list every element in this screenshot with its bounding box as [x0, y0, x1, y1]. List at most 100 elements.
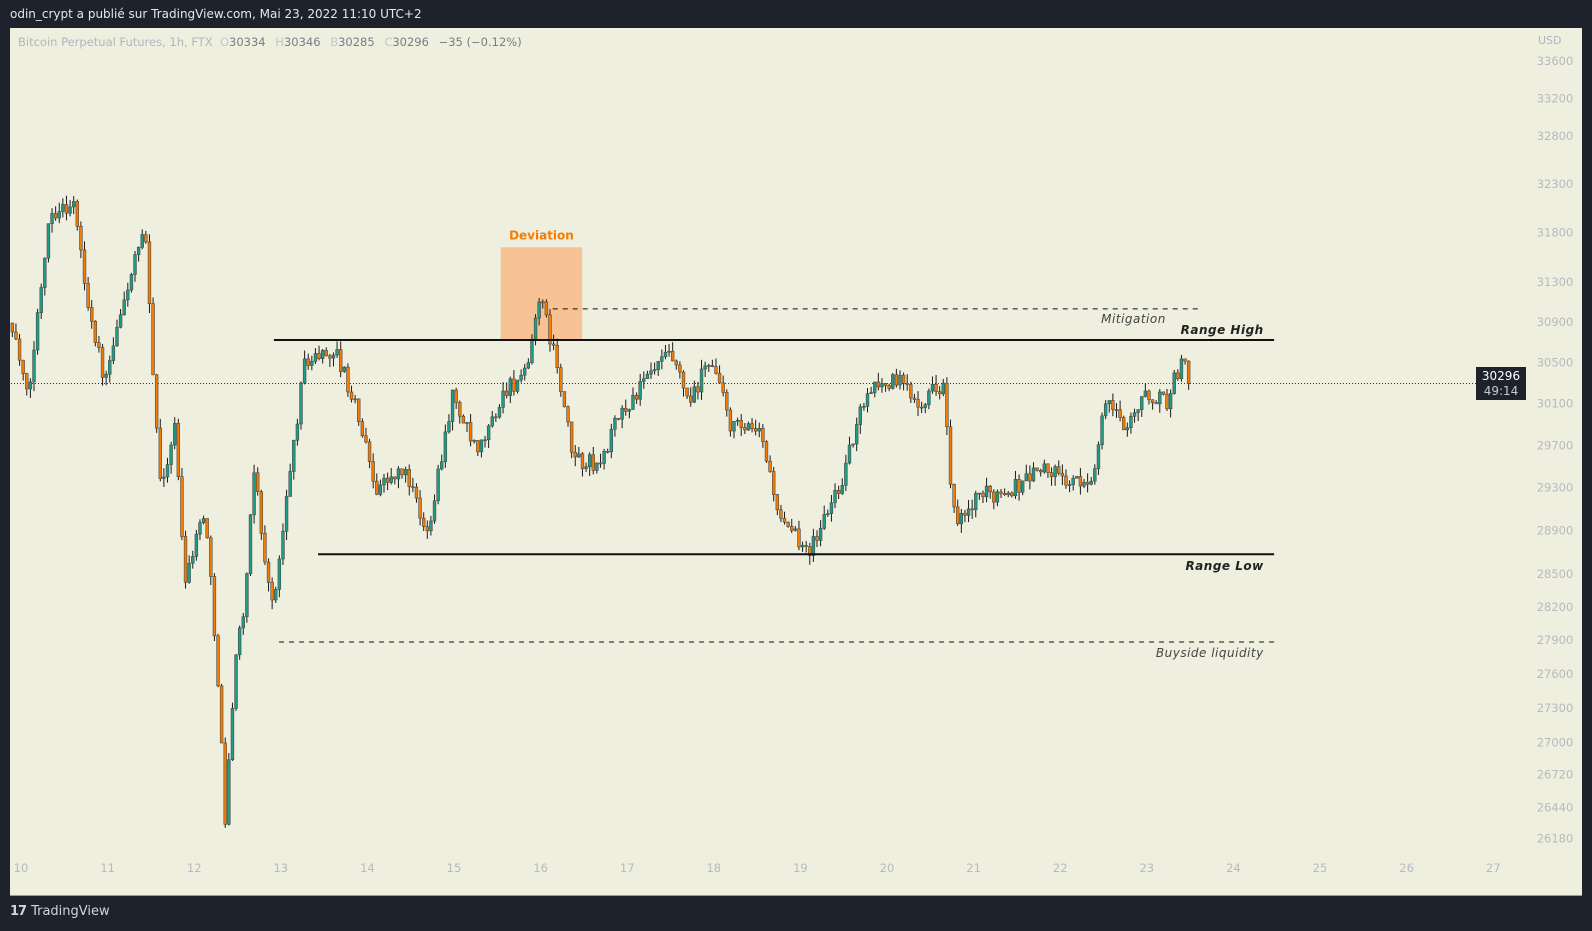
- candle-body-down: [317, 353, 321, 359]
- candle: [1154, 400, 1158, 405]
- candle: [1107, 400, 1111, 413]
- candle: [86, 277, 90, 311]
- candle-body-up: [140, 234, 144, 248]
- candle: [992, 489, 996, 510]
- candle: [187, 555, 191, 584]
- candle: [880, 378, 884, 393]
- candle: [403, 466, 408, 483]
- candle: [1064, 469, 1068, 489]
- candle-body-down: [219, 685, 224, 744]
- candle-body-up: [873, 381, 877, 393]
- candle-body-down: [1111, 400, 1115, 411]
- candle-body-down: [349, 391, 354, 400]
- candle: [584, 462, 588, 472]
- candle-body-down: [205, 518, 209, 539]
- candle: [1024, 464, 1028, 482]
- candle-body-down: [97, 342, 101, 348]
- candle-body-down: [14, 331, 18, 340]
- candle-body-down: [670, 350, 675, 362]
- candle-body-down: [364, 435, 368, 443]
- candle-body-down: [541, 301, 545, 304]
- candle: [815, 530, 819, 548]
- candle-body-down: [624, 407, 628, 412]
- candle-body-down: [176, 423, 181, 477]
- y-tick-label: 33600: [1537, 54, 1574, 68]
- candle-body-up: [508, 378, 512, 396]
- candle: [844, 454, 848, 491]
- candle: [295, 418, 300, 446]
- candle: [288, 463, 292, 497]
- candle: [375, 473, 379, 496]
- candle: [988, 484, 992, 499]
- candle-body-up: [862, 405, 866, 408]
- candle: [1067, 480, 1072, 493]
- candle-body-down: [371, 461, 375, 482]
- candle: [1176, 369, 1180, 381]
- candle: [259, 489, 264, 540]
- candle-body-up: [310, 361, 314, 366]
- candle-body-up: [595, 462, 599, 471]
- candle: [317, 345, 321, 361]
- candle: [223, 737, 227, 828]
- candle: [331, 352, 336, 367]
- y-tick-label: 30100: [1537, 397, 1574, 411]
- candle-body-up: [288, 471, 292, 497]
- candle-body-up: [68, 206, 72, 214]
- candle: [1103, 400, 1108, 420]
- candle: [660, 349, 664, 370]
- candle: [559, 363, 563, 397]
- y-tick-label: 28900: [1537, 523, 1574, 537]
- candle: [1078, 467, 1083, 495]
- candle-body-down: [681, 371, 686, 389]
- candle-body-down: [689, 395, 693, 403]
- candle-body-up: [660, 356, 664, 362]
- tradingview-branding[interactable]: 17 TradingView: [10, 904, 110, 919]
- candle: [959, 508, 964, 533]
- candle: [707, 363, 711, 372]
- candle: [974, 490, 978, 518]
- candle: [180, 467, 184, 541]
- candle-body-up: [1132, 412, 1137, 417]
- candle-body-up: [436, 468, 440, 502]
- candle-body-up: [631, 394, 635, 410]
- candle-body-up: [57, 211, 61, 219]
- candle-body-down: [937, 391, 942, 395]
- candle: [367, 438, 372, 469]
- candle: [126, 282, 130, 307]
- candle-body-up: [822, 514, 826, 529]
- candle: [645, 370, 650, 379]
- candle-body-up: [645, 373, 650, 379]
- candle-body-up: [440, 461, 444, 470]
- candle-body-up: [378, 484, 383, 495]
- candle-body-up: [1179, 358, 1184, 380]
- candle-body-down: [1122, 417, 1126, 431]
- candle-body-up: [966, 508, 971, 516]
- candle: [652, 362, 657, 375]
- candle-body-up: [50, 213, 54, 224]
- candle-body-down: [425, 526, 429, 532]
- candle-body-down: [209, 537, 213, 577]
- candle-body-down: [696, 386, 700, 393]
- candle-body-up: [1129, 416, 1133, 429]
- candle-body-down: [912, 397, 917, 400]
- candle: [324, 347, 328, 357]
- candle-body-up: [923, 404, 927, 408]
- candle: [212, 573, 217, 642]
- candle-body-up: [959, 512, 964, 525]
- candle-body-up: [865, 393, 870, 407]
- candle-body-up: [281, 530, 285, 560]
- candle: [905, 374, 909, 391]
- candle: [1035, 467, 1039, 472]
- chart-pane[interactable]: [10, 28, 1582, 896]
- candle: [25, 372, 29, 396]
- y-tick-label: 27000: [1537, 735, 1574, 749]
- candle: [515, 379, 520, 394]
- candle-body-up: [707, 365, 711, 367]
- candle-body-up: [840, 485, 844, 494]
- x-tick-label: 17: [620, 861, 635, 875]
- candle-body-down: [151, 303, 155, 376]
- candle: [606, 448, 610, 454]
- candle: [840, 478, 844, 495]
- candle: [111, 337, 116, 365]
- candle-body-up: [1006, 492, 1010, 495]
